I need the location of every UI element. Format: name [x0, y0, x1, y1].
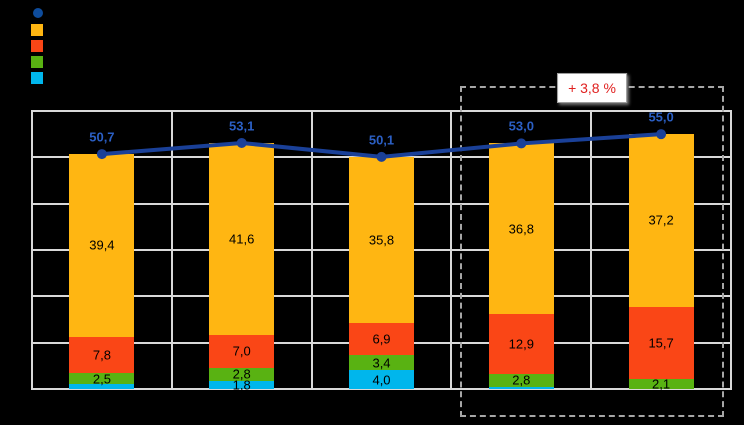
bar-segment-orange — [69, 154, 135, 337]
bar-segment-green — [628, 379, 694, 389]
segment-value-label: 7,0 — [232, 343, 251, 359]
segment-value-label: 6,9 — [372, 331, 391, 347]
segment-value-label: 7,8 — [92, 347, 111, 363]
legend-item-series-orange — [31, 24, 43, 36]
line-marker — [236, 137, 247, 148]
bar-segment-green — [488, 373, 554, 387]
line-value-label: 53,1 — [229, 118, 255, 134]
line-value-label: 53,0 — [508, 118, 534, 134]
v-gridline — [170, 111, 173, 389]
segment-value-label: 2,8 — [512, 372, 531, 388]
bar-segment-cyan — [488, 386, 554, 389]
v-gridline — [450, 111, 453, 389]
bar-segment-orange — [349, 156, 414, 323]
series-red-legend-swatch — [31, 40, 43, 52]
total-line-legend-swatch — [33, 8, 43, 18]
bar-segment-cyan — [209, 380, 275, 389]
segment-value-label: 41,6 — [229, 231, 255, 247]
line-marker — [516, 138, 527, 149]
bar-segment-red — [69, 336, 135, 373]
annotation-label: + 3,8 % — [568, 80, 616, 96]
legend-item-total-line — [31, 8, 43, 18]
line-marker — [376, 151, 387, 162]
line-value-label: 50,1 — [368, 132, 395, 148]
series-orange-legend-swatch — [31, 24, 43, 36]
line-value-label: 55,0 — [648, 109, 674, 125]
bar-segment-cyan — [69, 384, 135, 389]
segment-value-label: 37,2 — [648, 212, 674, 228]
series-cyan-legend-swatch — [31, 72, 43, 84]
bar-segment-red — [488, 313, 554, 374]
segment-value-label: 15,7 — [648, 335, 674, 351]
bar-segment-red — [209, 335, 275, 368]
line-value-label: 50,7 — [89, 129, 115, 145]
annotation-box: + 3,8 % — [557, 73, 627, 103]
series-green-legend-swatch — [31, 56, 43, 68]
bar-segment-green — [209, 367, 275, 381]
bar-segment-red — [628, 306, 694, 380]
segment-value-label: 1,8 — [232, 377, 251, 393]
segment-value-label: 2,5 — [92, 371, 111, 387]
line-marker — [656, 129, 667, 140]
segment-value-label: 39,4 — [89, 237, 115, 253]
line-marker — [96, 149, 107, 160]
legend-item-series-cyan — [31, 72, 43, 84]
segment-value-label: 35,8 — [368, 232, 395, 248]
bar-segment-orange — [488, 143, 554, 314]
v-gridline — [590, 111, 593, 389]
segment-value-label: 36,8 — [508, 221, 534, 237]
segment-value-label: 2,1 — [652, 376, 671, 392]
segment-value-label: 4,0 — [372, 372, 391, 388]
bar-segment-red — [349, 322, 414, 355]
bar-segment-orange — [209, 142, 275, 336]
bar-segment-green — [349, 354, 414, 371]
segment-value-label: 2,8 — [232, 366, 251, 382]
v-gridline — [310, 111, 313, 389]
bar-segment-cyan — [349, 370, 414, 389]
legend-item-series-red — [31, 40, 43, 52]
segment-value-label: 12,9 — [508, 336, 534, 352]
bar-segment-green — [69, 372, 135, 385]
legend-item-series-green — [31, 56, 43, 68]
segment-value-label: 3,4 — [372, 355, 391, 371]
bar-segment-orange — [628, 134, 694, 307]
